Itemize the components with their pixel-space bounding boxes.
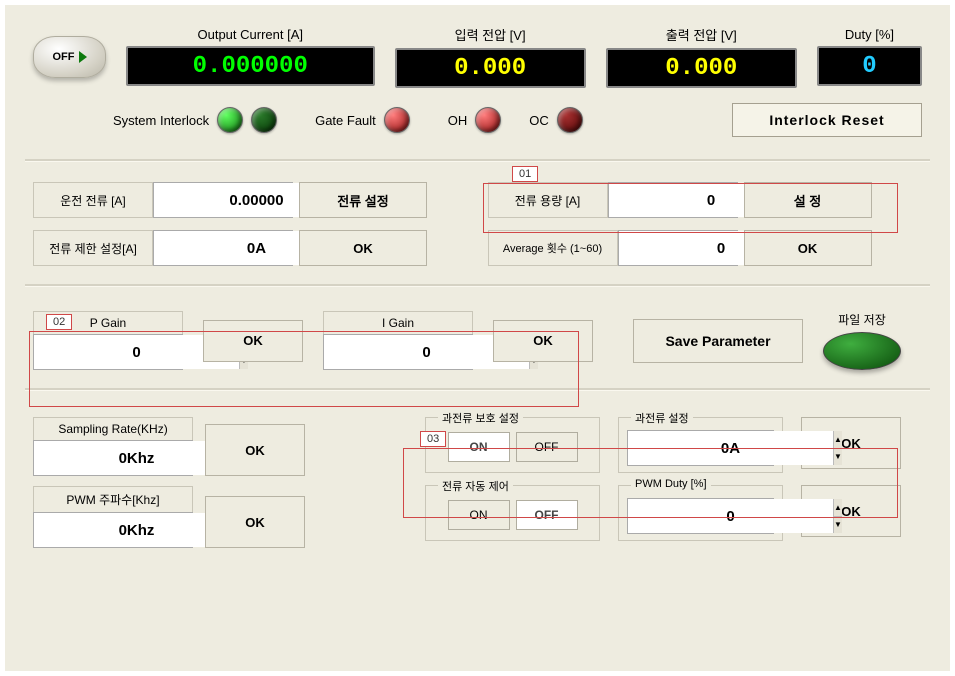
- overcurrent-protect-title: 과전류 보호 설정: [438, 410, 523, 426]
- i-gain-ok-button[interactable]: OK: [493, 320, 593, 362]
- overcurrent-set-group: 과전류 설정 ▲▼: [618, 417, 783, 473]
- sampling-rate-ok-button[interactable]: OK: [205, 424, 305, 476]
- output-current-display: Output Current [A] 0.000000: [126, 27, 375, 86]
- pwm-freq-group: PWM 주파수[Khz] ▲▼ OK: [33, 486, 383, 548]
- current-limit-label: 전류 제한 설정[A]: [33, 230, 153, 266]
- gate-fault-led: [384, 107, 410, 133]
- control-panel: OFF Output Current [A] 0.000000 입력 전압 [V…: [0, 0, 955, 676]
- power-off-button[interactable]: OFF: [33, 36, 106, 78]
- file-save-group: 파일 저장: [823, 311, 901, 370]
- right-stack: 과전류 보호 설정 ON OFF 과전류 설정 ▲▼ OK: [425, 417, 922, 558]
- output-current-value: 0.000000: [193, 53, 308, 80]
- overcurrent-set-input[interactable]: [628, 431, 833, 465]
- config-row-2: 전류 제한 설정[A] ▲▼ OK Average 횟수 (1~60) ▲▼ O…: [33, 230, 922, 266]
- p-gain-group: P Gain ▲▼: [33, 311, 183, 370]
- chevron-up-icon[interactable]: ▲: [834, 499, 842, 517]
- spinner-arrows[interactable]: ▲▼: [833, 499, 842, 533]
- output-voltage-value: 0.000: [665, 55, 737, 82]
- input-voltage-label: 입력 전압 [V]: [395, 25, 586, 44]
- output-voltage-label: 출력 전압 [V]: [606, 25, 797, 44]
- input-voltage-value: 0.000: [454, 55, 526, 82]
- current-limit-spinner[interactable]: ▲▼: [153, 230, 293, 266]
- pwm-duty-spinner[interactable]: ▲▼: [627, 498, 774, 534]
- duty-label: Duty [%]: [817, 27, 922, 42]
- i-gain-spinner[interactable]: ▲▼: [323, 334, 473, 370]
- current-limit-group: 전류 제한 설정[A] ▲▼ OK: [33, 230, 468, 266]
- left-stack: Sampling Rate(KHz) ▲▼ OK PWM 주파수[Khz] ▲▼: [33, 417, 383, 558]
- run-current-label: 운전 전류 [A]: [33, 182, 153, 218]
- pwm-duty-group: PWM Duty [%] ▲▼: [618, 485, 783, 541]
- p-gain-label: P Gain: [33, 311, 183, 334]
- current-capacity-set-button[interactable]: 설 정: [744, 182, 872, 218]
- chevron-down-icon[interactable]: ▼: [834, 517, 842, 534]
- output-voltage-display: 출력 전압 [V] 0.000: [606, 25, 797, 88]
- current-capacity-spinner[interactable]: ▲▼: [608, 182, 738, 218]
- p-gain-spinner[interactable]: ▲▼: [33, 334, 183, 370]
- oh-label: OH: [448, 113, 468, 128]
- sampling-rate-label: Sampling Rate(KHz): [33, 417, 193, 440]
- spinner-arrows[interactable]: ▲▼: [833, 431, 842, 465]
- system-interlock-label: System Interlock: [113, 113, 209, 128]
- current-auto-group: 전류 자동 제어 ON OFF: [425, 485, 600, 541]
- run-current-spinner[interactable]: ▲▼: [153, 182, 293, 218]
- display-row: OFF Output Current [A] 0.000000 입력 전압 [V…: [33, 25, 922, 88]
- oh-led: [475, 107, 501, 133]
- pwm-freq-spinner[interactable]: ▲▼: [33, 512, 193, 548]
- gain-row: P Gain ▲▼ OK I Gain ▲▼ OK Save Parameter…: [33, 311, 922, 370]
- pwm-duty-input[interactable]: [628, 499, 833, 533]
- system-interlock-led-2: [251, 107, 277, 133]
- average-count-spinner[interactable]: ▲▼: [618, 230, 738, 266]
- overcurrent-protect-off-button[interactable]: OFF: [516, 432, 578, 462]
- i-gain-label: I Gain: [323, 311, 473, 334]
- gate-fault-label: Gate Fault: [315, 113, 376, 128]
- sampling-rate-spinner[interactable]: ▲▼: [33, 440, 193, 476]
- status-row: System Interlock Gate Fault OH OC Interl…: [113, 103, 922, 137]
- current-auto-title: 전류 자동 제어: [438, 478, 513, 494]
- config-row-1: 운전 전류 [A] ▲▼ 전류 설정 전류 용량 [A] ▲▼ 설 정: [33, 182, 922, 218]
- divider: [25, 388, 930, 391]
- current-auto-row: 전류 자동 제어 ON OFF PWM Duty [%] ▲▼ OK: [425, 485, 922, 541]
- overcurrent-protect-group: 과전류 보호 설정 ON OFF: [425, 417, 600, 473]
- output-current-label: Output Current [A]: [126, 27, 375, 42]
- overcurrent-protect-on-button[interactable]: ON: [448, 432, 510, 462]
- sampling-rate-group: Sampling Rate(KHz) ▲▼ OK: [33, 417, 383, 476]
- file-save-label: 파일 저장: [823, 311, 901, 328]
- average-count-label: Average 횟수 (1~60): [488, 230, 618, 266]
- pwm-freq-ok-button[interactable]: OK: [205, 496, 305, 548]
- duty-display: Duty [%] 0: [817, 27, 922, 86]
- current-auto-off-button[interactable]: OFF: [516, 500, 578, 530]
- play-icon: [79, 51, 87, 63]
- bottom-grid: Sampling Rate(KHz) ▲▼ OK PWM 주파수[Khz] ▲▼: [33, 417, 922, 558]
- save-parameter-button[interactable]: Save Parameter: [633, 319, 803, 363]
- overcurrent-row: 과전류 보호 설정 ON OFF 과전류 설정 ▲▼ OK: [425, 417, 922, 473]
- i-gain-group: I Gain ▲▼: [323, 311, 473, 370]
- system-interlock-led-1: [217, 107, 243, 133]
- run-current-set-button[interactable]: 전류 설정: [299, 182, 427, 218]
- file-save-button[interactable]: [823, 332, 901, 370]
- overcurrent-set-title: 과전류 설정: [631, 410, 693, 426]
- input-voltage-display: 입력 전압 [V] 0.000: [395, 25, 586, 88]
- duty-value: 0: [862, 53, 876, 80]
- divider: [25, 284, 930, 287]
- current-capacity-label: 전류 용량 [A]: [488, 182, 608, 218]
- power-off-label: OFF: [53, 51, 75, 63]
- p-gain-ok-button[interactable]: OK: [203, 320, 303, 362]
- chevron-up-icon[interactable]: ▲: [834, 431, 842, 449]
- oc-led: [557, 107, 583, 133]
- interlock-reset-button[interactable]: Interlock Reset: [732, 103, 922, 137]
- average-count-ok-button[interactable]: OK: [744, 230, 872, 266]
- divider: [25, 159, 930, 162]
- chevron-down-icon[interactable]: ▼: [834, 449, 842, 466]
- pwm-freq-label: PWM 주파수[Khz]: [33, 486, 193, 512]
- current-auto-on-button[interactable]: ON: [448, 500, 510, 530]
- average-count-group: Average 횟수 (1~60) ▲▼ OK: [488, 230, 923, 266]
- callout-01-tag: 01: [512, 166, 538, 182]
- run-current-group: 운전 전류 [A] ▲▼ 전류 설정: [33, 182, 468, 218]
- current-limit-ok-button[interactable]: OK: [299, 230, 427, 266]
- oc-label: OC: [529, 113, 549, 128]
- current-capacity-group: 전류 용량 [A] ▲▼ 설 정: [488, 182, 923, 218]
- overcurrent-set-spinner[interactable]: ▲▼: [627, 430, 774, 466]
- pwm-duty-title: PWM Duty [%]: [631, 478, 711, 490]
